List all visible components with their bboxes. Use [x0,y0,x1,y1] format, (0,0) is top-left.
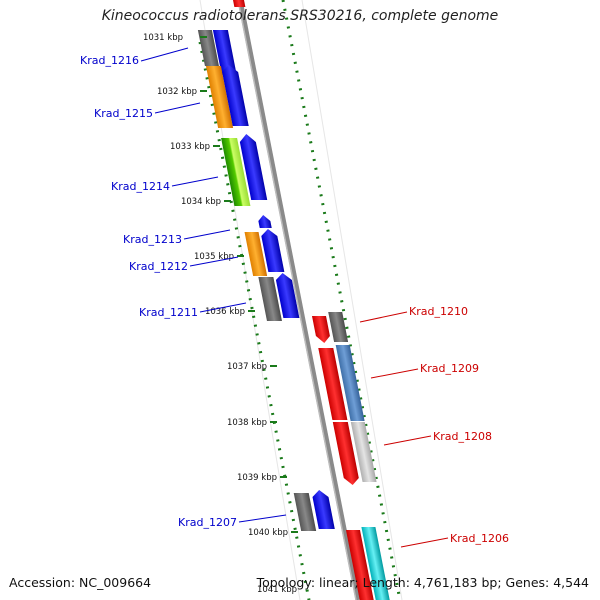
tick-1040: 1040 kbp [248,528,298,538]
map-title-overlay: Kineococcus radiotolerans SRS30216, comp… [101,8,499,24]
gene-krad-1209-steelblue[interactable] [335,345,365,421]
gene-krad-1210-arrow[interactable] [311,316,331,343]
label-text-krad-1215[interactable]: Krad_1215 [94,107,153,120]
gene-krad-1206-cyan[interactable] [361,527,390,600]
label-text-krad-1208[interactable]: Krad_1208 [433,430,492,443]
gene-krad-1213-arrow[interactable] [257,215,272,228]
gene-krad-1215-arrow[interactable] [221,65,249,126]
tick-1031: 1031 kbp [143,33,207,43]
tick-1037: 1037 kbp [227,362,277,372]
tick-1039: 1039 kbp [237,473,287,483]
gene-krad-1211-gray[interactable] [258,277,282,321]
gene-krad-1210-gray[interactable] [328,312,349,342]
tick-1038: 1038 kbp [227,418,277,428]
gene-krad-1208-arrow[interactable] [332,422,360,485]
tick-label-1038: 1038 kbp [227,418,267,428]
label-krad-1209[interactable]: Krad_1209 [370,362,479,379]
tick-1033: 1033 kbp [170,142,220,152]
gene-krad-1211-arrow[interactable] [275,273,300,318]
tick-1032: 1032 kbp [157,87,207,97]
tick-1041: 1041 kbp [257,585,297,595]
tick-label-1037: 1037 kbp [227,362,267,372]
label-krad-1210[interactable]: Krad_1210 [359,305,468,323]
label-krad-1208[interactable]: Krad_1208 [383,430,492,446]
tick-label-1036: 1036 kbp [205,307,245,317]
gene-krad-1206-red[interactable] [345,530,374,600]
tick-1035: 1035 kbp [194,252,244,262]
gene-krad-1208-lightgray[interactable] [350,422,377,482]
tick-label-1041: 1041 kbp [257,585,297,595]
label-text-krad-1211[interactable]: Krad_1211 [139,306,198,319]
label-krad-1215[interactable]: Krad_1215 [94,102,201,120]
label-krad-1214[interactable]: Krad_1214 [111,176,219,193]
label-text-krad-1207[interactable]: Krad_1207 [178,516,237,529]
accession-text: Accession: NC_009664 [9,575,152,590]
tick-label-1034: 1034 kbp [181,197,221,207]
tick-label-1031: 1031 kbp [143,33,183,43]
outer-guide-right [301,0,403,600]
label-krad-1206[interactable]: Krad_1206 [400,532,509,548]
label-text-krad-1212[interactable]: Krad_1212 [129,260,188,273]
label-text-krad-1206[interactable]: Krad_1206 [450,532,509,545]
label-text-krad-1209[interactable]: Krad_1209 [420,362,479,375]
gene-krad-1214-green[interactable] [221,138,251,206]
genome-backbone-highlight [237,0,357,600]
label-krad-1207[interactable]: Krad_1207 [178,514,287,529]
label-text-krad-1213[interactable]: Krad_1213 [123,233,182,246]
label-krad-1213[interactable]: Krad_1213 [123,229,231,246]
label-krad-1211[interactable]: Krad_1211 [139,302,247,319]
tick-label-1035: 1035 kbp [194,252,234,262]
tick-label-1032: 1032 kbp [157,87,197,97]
gene-krad-1216-gray[interactable] [197,30,219,66]
tick-1034: 1034 kbp [181,197,231,207]
tick-1036: 1036 kbp [205,307,255,317]
gene-krad-1209-red[interactable] [318,348,348,420]
label-text-krad-1214[interactable]: Krad_1214 [111,180,170,193]
gene-krad-1212-orange[interactable] [244,232,268,276]
gene-top-partial [233,0,246,7]
gene-krad-1212-arrow[interactable] [260,229,285,272]
gene-krad-1215-orange[interactable] [205,66,234,128]
gene-krad-1207-gray[interactable] [293,493,317,531]
gene-krad-1214-arrow[interactable] [238,134,268,200]
gene-krad-1207-arrow[interactable] [311,490,335,529]
label-krad-1216[interactable]: Krad_1216 [80,47,189,67]
genome-backbone [237,0,361,600]
label-text-krad-1216[interactable]: Krad_1216 [80,54,139,67]
label-text-krad-1210[interactable]: Krad_1210 [409,305,468,318]
tick-label-1033: 1033 kbp [170,142,210,152]
label-krad-1212[interactable]: Krad_1212 [129,256,239,273]
tick-label-1039: 1039 kbp [237,473,277,483]
tick-label-1040: 1040 kbp [248,528,288,538]
genome-summary-text: Topology: linear; Length: 4,761,183 bp; … [256,575,589,590]
